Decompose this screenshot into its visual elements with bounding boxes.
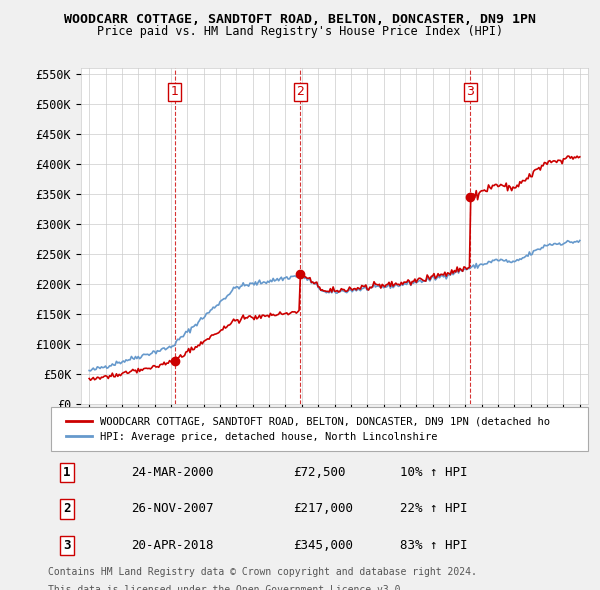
Text: 3: 3: [466, 86, 474, 99]
Text: WOODCARR COTTAGE, SANDTOFT ROAD, BELTON, DONCASTER, DN9 1PN: WOODCARR COTTAGE, SANDTOFT ROAD, BELTON,…: [64, 13, 536, 26]
Text: 3: 3: [64, 539, 71, 552]
Text: 26-NOV-2007: 26-NOV-2007: [131, 502, 214, 516]
Text: £217,000: £217,000: [293, 502, 353, 516]
Text: 10% ↑ HPI: 10% ↑ HPI: [400, 466, 467, 479]
Text: This data is licensed under the Open Government Licence v3.0.: This data is licensed under the Open Gov…: [48, 585, 406, 590]
Text: 24-MAR-2000: 24-MAR-2000: [131, 466, 214, 479]
Text: 1: 1: [64, 466, 71, 479]
Text: 83% ↑ HPI: 83% ↑ HPI: [400, 539, 467, 552]
FancyBboxPatch shape: [51, 407, 588, 451]
Text: Contains HM Land Registry data © Crown copyright and database right 2024.: Contains HM Land Registry data © Crown c…: [48, 568, 477, 577]
Text: £72,500: £72,500: [293, 466, 345, 479]
Text: 2: 2: [296, 86, 304, 99]
Text: 20-APR-2018: 20-APR-2018: [131, 539, 214, 552]
Text: 1: 1: [170, 86, 178, 99]
Legend: WOODCARR COTTAGE, SANDTOFT ROAD, BELTON, DONCASTER, DN9 1PN (detached ho, HPI: A: WOODCARR COTTAGE, SANDTOFT ROAD, BELTON,…: [62, 412, 554, 446]
Text: £345,000: £345,000: [293, 539, 353, 552]
Text: 22% ↑ HPI: 22% ↑ HPI: [400, 502, 467, 516]
Text: Price paid vs. HM Land Registry's House Price Index (HPI): Price paid vs. HM Land Registry's House …: [97, 25, 503, 38]
Text: 2: 2: [64, 502, 71, 516]
